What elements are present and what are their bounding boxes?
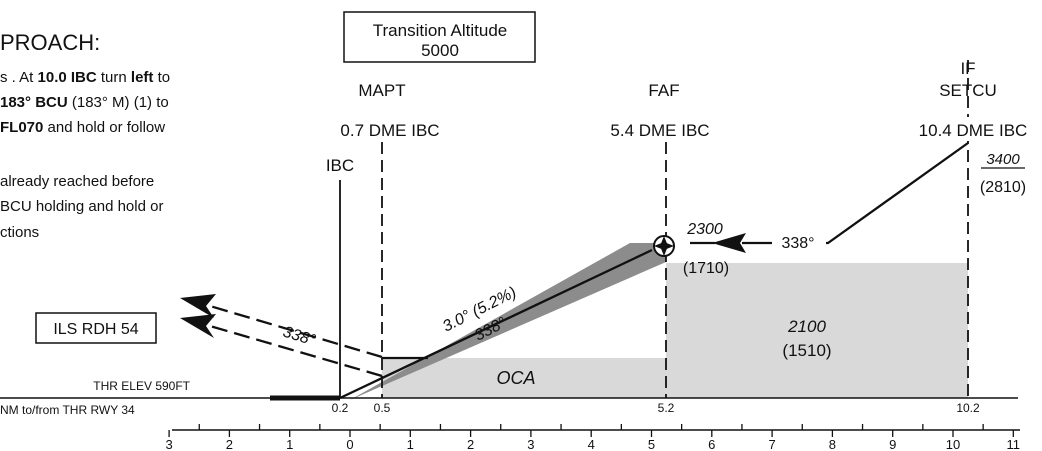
msa-altitude: 2100 (787, 317, 826, 336)
if-dme-label: 10.4 DME IBC (919, 121, 1028, 140)
scale-number: 1 (407, 437, 414, 451)
distance-mark-5-2: 5.2 (658, 401, 675, 415)
missed-approach-arrow-1 (180, 294, 216, 318)
transition-altitude-label: Transition Altitude (373, 21, 508, 40)
scale-number: 8 (829, 437, 836, 451)
scale-number: 0 (346, 437, 353, 451)
scale-number: 9 (889, 437, 896, 451)
faf-height: (1710) (683, 260, 729, 277)
if-label: IF (960, 59, 975, 78)
scale-number: 4 (588, 437, 595, 451)
scale-number: 10 (946, 437, 960, 451)
final-descent-line (339, 248, 653, 400)
thr-elev-label: THR ELEV 590FT (93, 379, 190, 393)
distance-scale-ticks (168, 424, 1014, 437)
scale-number: 11 (1007, 437, 1021, 451)
ibc-label-bg (320, 152, 360, 176)
if-descent-path (742, 142, 969, 245)
scale-number: 1 (286, 437, 293, 451)
missed-course: 338° (281, 324, 318, 350)
ibc-label: IBC (326, 156, 354, 175)
distance-scale-numbers: 3 2 1 0 1 2 3 4 5 6 7 8 9 10 11 (165, 437, 1020, 451)
faf-dme-bg (595, 117, 725, 141)
faf-dme-label: 5.4 DME IBC (610, 121, 709, 140)
scale-number: 3 (165, 437, 172, 451)
distance-mark-10-2: 10.2 (956, 401, 980, 415)
instruction-line-1: s . At 10.0 IBC turn left to (0, 69, 170, 86)
missed-approach-arrow-2 (180, 314, 216, 338)
mapt-dme-bg (327, 117, 453, 141)
instruction-line-2: 183° BCU (183° M) (1) to (0, 94, 169, 111)
oca-label: OCA (496, 368, 535, 388)
if-altitude: 3400 (986, 151, 1020, 168)
instruction-line-3: FL070 and hold or follow (0, 119, 165, 136)
instruction-line-4: already reached before (0, 173, 154, 190)
scale-number: 3 (527, 437, 534, 451)
faf-symbol (653, 235, 675, 257)
if-height: (2810) (980, 179, 1026, 196)
transition-altitude-box (343, 11, 536, 63)
approach-title: PROACH: (0, 30, 100, 55)
if-name-label: SETCU (939, 81, 997, 100)
instruction-line-6: ctions (0, 224, 39, 241)
mapt-label: MAPT (358, 81, 405, 100)
distance-mark-0-5: 0.5 (374, 401, 391, 415)
scale-number: 5 (648, 437, 655, 451)
instruction-line-5: BCU holding and hold or (0, 198, 163, 215)
scale-number: 6 (708, 437, 715, 451)
scale-number: 2 (467, 437, 474, 451)
glideslope-band (350, 243, 666, 400)
inbound-course: 338° (781, 235, 814, 252)
faf-altitude: 2300 (686, 221, 723, 238)
distance-mark-0-2: 0.2 (332, 401, 349, 415)
nm-label: NM to/from THR RWY 34 (0, 403, 135, 417)
scale-number: 7 (768, 437, 775, 451)
ils-rdh-label: ILS RDH 54 (53, 321, 138, 338)
missed-approach-path-2 (209, 324, 383, 378)
inbound-arrow (712, 233, 746, 253)
transition-altitude-value: 5000 (421, 41, 459, 60)
mapt-dme-label: 0.7 DME IBC (340, 121, 439, 140)
ils-rdh-box (35, 312, 157, 344)
faf-label: FAF (648, 81, 679, 100)
msa-shaded-area (666, 263, 968, 398)
missed-approach-path-1 (209, 304, 383, 359)
msa-height: (1510) (782, 341, 831, 360)
scale-number: 2 (226, 437, 233, 451)
if-dme-bg (906, 117, 1042, 141)
inbound-course-bg (772, 232, 826, 252)
